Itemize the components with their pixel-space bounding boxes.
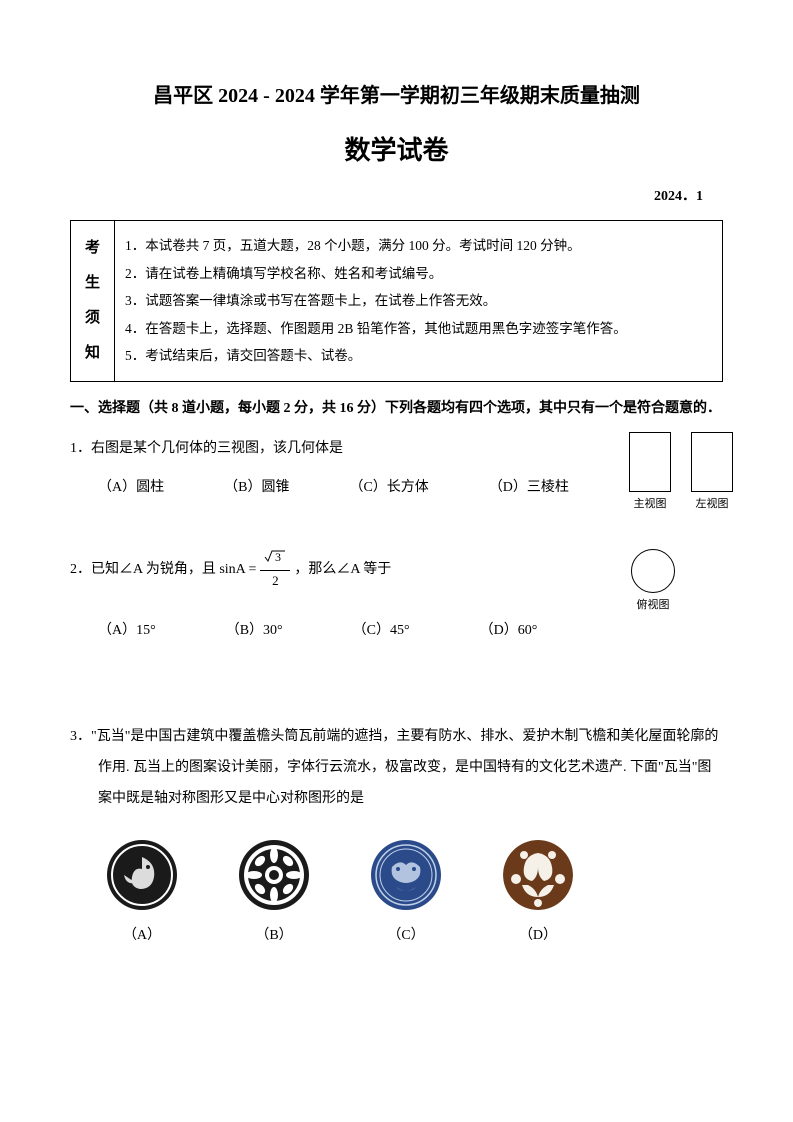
q1-number: 1．: [70, 438, 91, 460]
notice-item: 2．请在试卷上精确填写学校名称、姓名和考试编号。: [125, 263, 712, 285]
q2-text-pre: 已知∠A 为锐角，且 sinA =: [91, 559, 256, 581]
q2-option-d: （D）60°: [480, 620, 538, 642]
fraction-numerator: 3: [260, 549, 290, 571]
wadang-c-icon: [370, 839, 442, 911]
rect-icon: [629, 432, 671, 492]
q1-option-a: （A）圆柱: [98, 477, 164, 499]
left-view-label: 左视图: [696, 496, 729, 514]
top-view: 俯视图: [631, 549, 675, 615]
notice-char: 知: [85, 341, 100, 365]
notice-item: 5．考试结束后，请交回答题卡、试卷。: [125, 345, 712, 367]
front-view-label: 主视图: [634, 496, 667, 514]
question-2: 俯视图 2． 已知∠A 为锐角，且 sinA = 3 2 ，那么∠A 等于 （A…: [70, 549, 723, 642]
q2-number: 2．: [70, 559, 91, 581]
wadang-a-icon: [106, 839, 178, 911]
front-view: 主视图: [629, 432, 671, 514]
notice-char: 须: [85, 306, 100, 330]
q2-option-c: （C）45°: [353, 620, 410, 642]
three-views: 主视图 左视图: [629, 432, 733, 514]
notice-box: 考 生 须 知 1．本试卷共 7 页，五道大题，28 个小题，满分 100 分。…: [70, 220, 723, 382]
question-3: 3．"瓦当"是中国古建筑中覆盖檐头筒瓦前端的遮挡，主要有防水、排水、爱护木制飞檐…: [70, 722, 723, 947]
q3-body: "瓦当"是中国古建筑中覆盖檐头筒瓦前端的遮挡，主要有防水、排水、爱护木制飞檐和美…: [91, 729, 718, 806]
q2-option-a: （A）15°: [98, 620, 156, 642]
q2-options: （A）15° （B）30° （C）45° （D）60°: [98, 620, 723, 642]
q1-option-b: （B）圆锥: [224, 477, 289, 499]
wadang-b-icon: [238, 839, 310, 911]
q1-option-d: （D）三棱柱: [489, 477, 569, 499]
q1-option-c: （C）长方体: [349, 477, 428, 499]
rect-icon: [691, 432, 733, 492]
wadang-a: （A）: [106, 839, 178, 947]
notice-char: 生: [85, 271, 100, 295]
notice-char: 考: [85, 236, 100, 260]
notice-item: 4．在答题卡上，选择题、作图题用 2B 铅笔作答，其他试题用黑色字迹签字笔作答。: [125, 318, 712, 340]
notice-left-label: 考 生 须 知: [71, 221, 115, 381]
wadang-d-icon: [502, 839, 574, 911]
q2-option-b: （B）30°: [226, 620, 283, 642]
svg-text:3: 3: [275, 550, 281, 563]
q2-text-post: ，那么∠A 等于: [294, 559, 391, 581]
top-view-label: 俯视图: [637, 597, 670, 615]
left-view: 左视图: [691, 432, 733, 514]
notice-content: 1．本试卷共 7 页，五道大题，28 个小题，满分 100 分。考试时间 120…: [115, 221, 722, 381]
fraction: 3 2: [260, 549, 290, 592]
circle-icon: [631, 549, 675, 593]
wadang-c-label: （C）: [387, 925, 424, 947]
wadang-c: （C）: [370, 839, 442, 947]
notice-item: 3．试题答案一律填涂或书写在答题卡上，在试卷上作答无效。: [125, 290, 712, 312]
q3-number: 3．: [70, 729, 91, 744]
sqrt-icon: 3: [264, 549, 286, 563]
wadang-a-label: （A）: [123, 925, 161, 947]
q3-text: 3．"瓦当"是中国古建筑中覆盖檐头筒瓦前端的遮挡，主要有防水、排水、爱护木制飞檐…: [70, 722, 723, 814]
question-1: 1． 右图是某个几何体的三视图，该几何体是 （A）圆柱 （B）圆锥 （C）长方体…: [70, 438, 723, 499]
wadang-options: （A） （B） （C） （D）: [106, 839, 723, 947]
main-title: 昌平区 2024 - 2024 学年第一学期初三年级期末质量抽测: [70, 80, 723, 112]
wadang-d: （D）: [502, 839, 574, 947]
wadang-d-label: （D）: [519, 925, 557, 947]
exam-date: 2024．1: [70, 186, 723, 208]
notice-item: 1．本试卷共 7 页，五道大题，28 个小题，满分 100 分。考试时间 120…: [125, 235, 712, 257]
wadang-b-label: （B）: [255, 925, 292, 947]
fraction-denominator: 2: [268, 571, 283, 592]
wadang-b: （B）: [238, 839, 310, 947]
sub-title: 数学试卷: [70, 130, 723, 172]
section-title: 一、选择题（共 8 道小题，每小题 2 分，共 16 分）下列各题均有四个选项，…: [70, 398, 723, 420]
